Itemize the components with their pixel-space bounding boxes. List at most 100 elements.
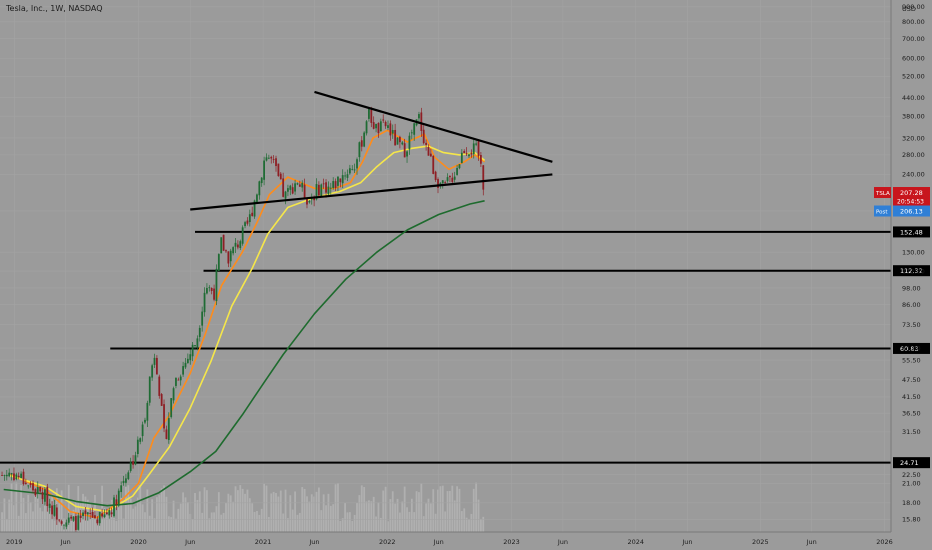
volume-bar (334, 484, 337, 532)
volume-bar (201, 512, 204, 532)
volume-bar (377, 502, 380, 532)
volume-bar (1, 512, 3, 532)
candle-body (449, 175, 451, 178)
candle-body (175, 377, 177, 386)
price-axis[interactable]: USD 152.48 112.32 60.83 24.71 15.80 18.00 21.0… (893, 3, 930, 524)
volume-bar (170, 517, 173, 532)
candle-body (375, 123, 377, 129)
volume-bar (146, 489, 149, 532)
candle-body (384, 121, 387, 127)
candle-body (408, 135, 411, 150)
candle-body (20, 473, 23, 478)
candle-body (79, 515, 82, 519)
volume-bar (248, 498, 251, 532)
moving-average-line (3, 200, 485, 507)
candle-body (310, 198, 313, 200)
candle-body (265, 157, 268, 161)
volume-bar (129, 498, 132, 532)
volume-bar (177, 508, 180, 532)
candle-body (153, 357, 156, 365)
volume-bar (158, 495, 161, 532)
time-axis[interactable]: 2019 Jun 2020 Jun 2021 Jun 2022 Jun 2023 Jun 2024 J… (6, 538, 893, 546)
candle-body (334, 181, 337, 189)
volume-bar (289, 495, 292, 532)
volume-bar (32, 511, 34, 532)
price-labels: TSLA 207.28 20:54:53 Post 206.13 (874, 187, 930, 217)
post-tag (874, 205, 891, 217)
volume-bar (22, 497, 25, 532)
candle-body (277, 163, 280, 177)
volume-bar (206, 490, 208, 532)
price-tick-label: 31.50 (902, 428, 921, 436)
moving-averages (3, 129, 486, 519)
candle-body (294, 183, 296, 192)
candle-body (184, 362, 187, 368)
volume-bar (258, 514, 261, 532)
candle-body (44, 489, 46, 502)
volume-bar (310, 494, 313, 532)
volume-bar (203, 487, 206, 532)
trendlines (190, 90, 553, 211)
candle-body (120, 485, 123, 493)
volume-bar (427, 498, 430, 532)
last-price-box (893, 187, 930, 207)
candle-body (77, 515, 80, 530)
candle-body (263, 160, 266, 180)
volume-bar (10, 483, 13, 532)
candle-body (284, 191, 287, 199)
volume-bar (341, 518, 344, 532)
candle-body (379, 121, 382, 132)
volume-bar (308, 501, 311, 532)
volume-bar (136, 497, 139, 532)
candle-body (29, 483, 32, 485)
price-tick-label: 22.50 (902, 471, 921, 479)
volume-bar (229, 495, 232, 532)
volume-bar (320, 510, 323, 532)
level-label: 152.48 (900, 228, 923, 236)
volume-bar (186, 502, 189, 532)
candle-body (339, 178, 342, 183)
candle-body (420, 112, 423, 131)
candle-body (282, 178, 285, 197)
candle-body (248, 214, 251, 223)
volume-bar (332, 504, 335, 532)
candle-body (51, 505, 53, 515)
volume-bar (127, 485, 130, 532)
volume-bar (303, 488, 306, 532)
volume-bar (415, 491, 418, 532)
volume-bar (287, 518, 289, 532)
candle-body (215, 268, 218, 302)
volume-bar (387, 521, 389, 532)
candle-body (60, 521, 63, 524)
candle-body (208, 287, 211, 289)
level-label: 112.32 (900, 267, 923, 275)
candle-body (84, 510, 87, 515)
volume-bar (227, 493, 230, 532)
candle-body (34, 489, 37, 496)
candle-body (353, 169, 356, 171)
last-price-text: 207.28 (900, 189, 923, 197)
volume-bar (401, 501, 404, 532)
time-tick-label: 2021 (255, 538, 272, 546)
candle-body (170, 398, 173, 418)
candle-body (425, 142, 428, 145)
candle-body (151, 365, 154, 378)
candle-body (94, 515, 96, 518)
time-tick-label: 2022 (379, 538, 396, 546)
candle-body (165, 429, 168, 439)
candle-body (110, 512, 113, 515)
volume-bar (165, 496, 168, 532)
post-price-text: 206.13 (900, 208, 923, 216)
candle-body (453, 176, 456, 180)
volume-bar (329, 505, 332, 532)
candle-body (410, 132, 413, 134)
candle-body (246, 220, 249, 224)
level-label-box (893, 457, 930, 469)
candle-body (406, 151, 408, 157)
moving-average-line (9, 129, 486, 519)
price-tick-label: 800.00 (902, 18, 925, 26)
volume-bar (382, 490, 385, 532)
candle-body (387, 125, 389, 128)
price-tick-label: 41.50 (902, 393, 921, 401)
